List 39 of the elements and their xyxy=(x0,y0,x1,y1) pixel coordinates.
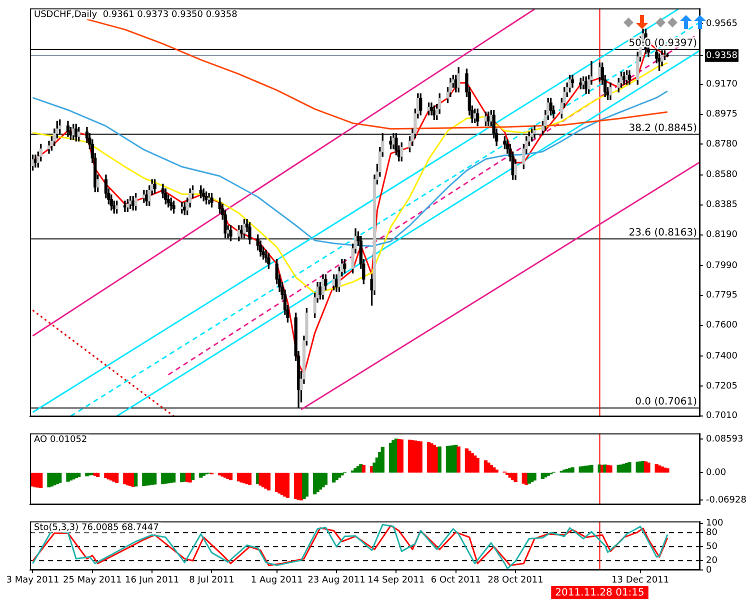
y-tick-label: 0.8975 xyxy=(706,110,738,120)
ref-line-label: 38.2 (0.8845) xyxy=(628,122,698,134)
y-tick-label: 0.7795 xyxy=(706,290,738,301)
y-tick-label: 20 xyxy=(706,556,718,566)
x-tick-label: 3 May 2011 xyxy=(6,576,60,586)
y-tick-label: 0.8385 xyxy=(706,200,738,210)
y-tick-label: 0.8190 xyxy=(706,230,738,240)
ref-line-label: 0.0 (0.7061) xyxy=(635,396,698,408)
chart-title: USDCHF,Daily 0.9361 0.9373 0.9350 0.9358 xyxy=(34,10,238,20)
x-tick-label: 1 Aug 2011 xyxy=(250,576,303,586)
y-tick-label: 100 xyxy=(706,518,724,529)
chart-title: AO 0.01052 xyxy=(34,435,88,446)
y-tick-label: 0.7990 xyxy=(706,260,738,271)
x-tick-label: 28 Oct 2011 xyxy=(488,576,544,586)
y-tick-label: 0.08593 xyxy=(706,434,744,444)
y-tick-label: 0.7205 xyxy=(706,381,738,392)
y-tick-label: 0.7600 xyxy=(706,320,738,331)
y-tick-label: 80 xyxy=(706,528,718,538)
x-tick-label: 8 Jul 2011 xyxy=(189,576,234,586)
y-tick-label: 0.9170 xyxy=(706,80,738,90)
y-tick-label: 50 xyxy=(706,542,718,552)
x-tick-label: 25 May 2011 xyxy=(63,576,122,586)
ref-line-label: 23.6 (0.8163) xyxy=(628,227,698,238)
y-tick-label: 0.8580 xyxy=(706,170,738,180)
y-tick-label: 0.9358 xyxy=(706,50,738,61)
y-tick-label: 0.00 xyxy=(706,468,726,478)
chart-title: Sto(5,3,3) 76.0085 68.7447 xyxy=(34,523,159,534)
y-tick-label: -0.06928 xyxy=(706,495,747,506)
y-tick-label: 0.7010 xyxy=(706,411,738,422)
x-tick-label: 16 Jun 2011 xyxy=(124,576,180,586)
x-tick-label: 13 Dec 2011 xyxy=(612,576,670,586)
x-tick-label: 14 Sep 2011 xyxy=(368,576,425,586)
x-tick-label: 6 Oct 2011 xyxy=(430,576,481,586)
ref-line-label: 2011.11.28 01:15 xyxy=(555,588,644,599)
y-tick-label: 0.9565 xyxy=(706,19,738,30)
y-tick-label: 0.8780 xyxy=(706,140,738,150)
y-tick-label: 0.7400 xyxy=(706,351,738,362)
y-tick-label: 0 xyxy=(706,565,712,576)
x-tick-label: 23 Aug 2011 xyxy=(308,576,366,586)
